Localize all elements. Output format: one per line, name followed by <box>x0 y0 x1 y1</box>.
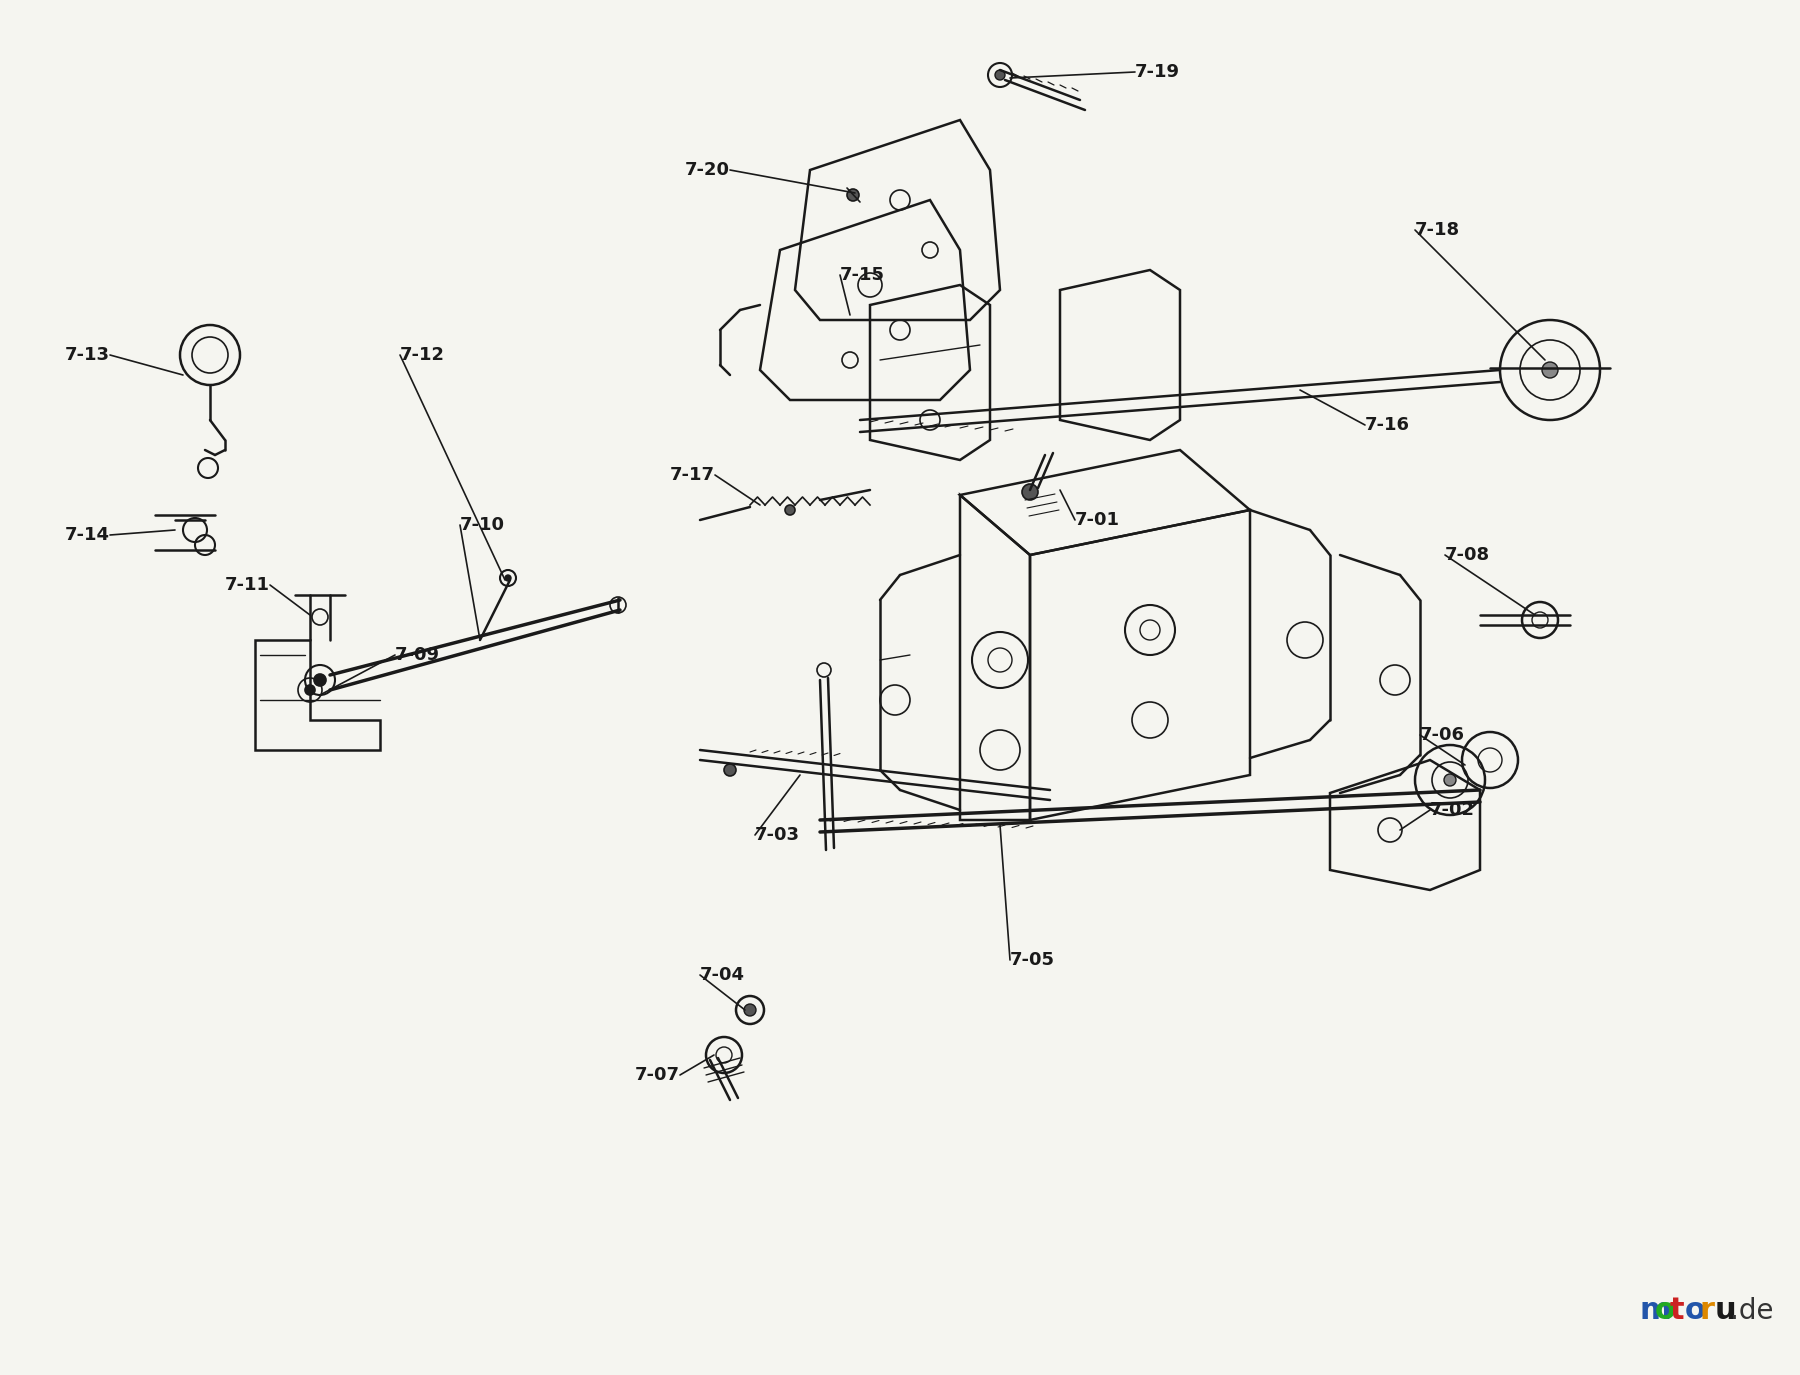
Circle shape <box>1543 362 1559 378</box>
Circle shape <box>724 765 736 776</box>
Text: 7-01: 7-01 <box>1075 512 1120 529</box>
Text: 7-07: 7-07 <box>635 1066 680 1084</box>
Text: 7-14: 7-14 <box>65 527 110 544</box>
Text: 7-03: 7-03 <box>754 826 799 844</box>
Text: 7-16: 7-16 <box>1364 417 1409 434</box>
Circle shape <box>1022 484 1039 500</box>
Text: 7-02: 7-02 <box>1429 802 1474 820</box>
Text: u: u <box>1715 1297 1737 1326</box>
Circle shape <box>304 685 315 694</box>
Circle shape <box>995 70 1004 80</box>
Text: .de: .de <box>1730 1297 1773 1326</box>
Circle shape <box>785 505 796 516</box>
Text: 7-12: 7-12 <box>400 346 445 364</box>
Text: o: o <box>1685 1297 1706 1326</box>
Text: 7-10: 7-10 <box>461 516 506 534</box>
Text: 7-18: 7-18 <box>1415 221 1460 239</box>
Text: t: t <box>1670 1297 1685 1326</box>
Text: 7-05: 7-05 <box>1010 951 1055 969</box>
Text: 7-04: 7-04 <box>700 967 745 984</box>
Text: 7-11: 7-11 <box>225 576 270 594</box>
Text: r: r <box>1699 1297 1715 1326</box>
Text: o: o <box>1654 1297 1676 1326</box>
Text: 7-17: 7-17 <box>670 466 715 484</box>
Text: 7-08: 7-08 <box>1445 546 1490 564</box>
Text: 7-15: 7-15 <box>841 265 886 285</box>
Circle shape <box>313 674 326 686</box>
Text: 7-06: 7-06 <box>1420 726 1465 744</box>
Circle shape <box>743 1004 756 1016</box>
Text: 7-13: 7-13 <box>65 346 110 364</box>
Circle shape <box>1444 774 1456 786</box>
Text: 7-20: 7-20 <box>686 161 731 179</box>
Text: 7-09: 7-09 <box>394 646 439 664</box>
Text: 7-19: 7-19 <box>1136 63 1181 81</box>
Circle shape <box>848 188 859 201</box>
Circle shape <box>506 575 511 582</box>
Text: m: m <box>1640 1297 1672 1326</box>
